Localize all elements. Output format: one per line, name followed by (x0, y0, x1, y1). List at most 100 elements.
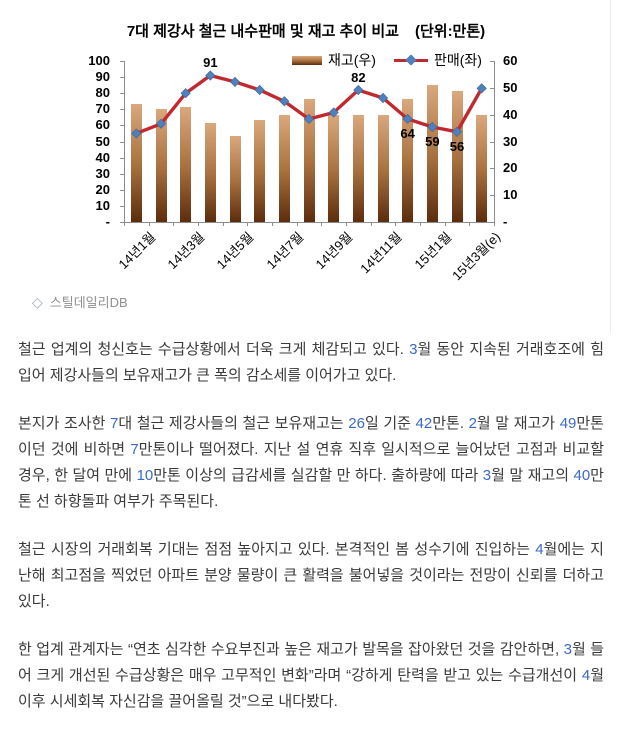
legend-item-inventory: 재고(우) (292, 50, 376, 70)
sales-point-marker (377, 92, 389, 104)
x-axis-category-label: 14년7월 (263, 229, 307, 272)
inventory-bar (352, 114, 364, 222)
highlighted-number: 3 (409, 341, 418, 358)
left-axis-tick-label: 40 (95, 149, 110, 165)
inventory-bar (451, 90, 463, 222)
highlighted-number: 4 (535, 541, 544, 558)
highlighted-number: 40 (573, 467, 591, 484)
left-axis-tick (120, 125, 124, 127)
sales-point-marker (131, 128, 142, 139)
x-axis-tick (173, 222, 175, 226)
left-axis-tick (120, 77, 124, 79)
inventory-bar (254, 120, 266, 222)
inventory-bar (180, 106, 192, 222)
left-axis-tick (120, 61, 124, 62)
left-axis-tick (120, 205, 124, 207)
right-axis-tick-label: 50 (503, 79, 518, 95)
chart-figure: 7대 제강사 철근 내수판매 및 재고 추이 비교 (단위:만톤) 재고(우) 판… (0, 0, 621, 333)
right-axis-tick-label: 10 (503, 187, 518, 203)
highlighted-number: 7 (130, 441, 139, 458)
sales-point-label: 82 (351, 69, 366, 85)
article-paragraph: 철근 시장의 거래회복 기대는 점점 높아지고 있다. 본격적인 봄 성수기에 … (18, 541, 604, 610)
sales-point-marker (155, 118, 167, 129)
right-axis-tick (490, 61, 494, 62)
highlighted-number: 26 (348, 415, 365, 432)
x-axis-tick (321, 222, 323, 226)
highlighted-number: 2 (468, 415, 477, 432)
highlighted-number: 42 (415, 415, 433, 432)
sales-point-marker (180, 88, 191, 99)
sales-point-marker (254, 84, 265, 96)
inventory-bar (476, 114, 488, 222)
left-axis-tick-label: 90 (95, 69, 110, 85)
sales-point-marker (451, 126, 463, 137)
left-axis-tick-label: 100 (88, 53, 110, 68)
article-paragraph: 철근 업계의 청신호는 수급상황에서 더욱 크게 체감되고 있다. 3월 동안 … (18, 341, 604, 384)
inventory-bar (328, 114, 340, 222)
article-body: 철근 업계의 청신호는 수급상황에서 더욱 크게 체감되고 있다. 3월 동안 … (18, 337, 604, 737)
bar-swatch-icon (292, 55, 322, 65)
x-axis-category-label: 14년3월 (164, 229, 208, 272)
x-axis-tick (272, 222, 273, 226)
right-axis-tick (490, 195, 494, 197)
highlighted-number: 4 (581, 667, 591, 684)
right-axis-tick (490, 87, 494, 89)
left-axis-tick (120, 109, 124, 111)
x-axis-line (124, 222, 495, 223)
x-axis-tick (346, 222, 347, 226)
inventory-bar (204, 122, 216, 222)
sales-point-label: 91 (203, 55, 218, 71)
content-right-border (610, 0, 611, 333)
x-axis-tick (198, 222, 199, 226)
sales-point-marker (229, 76, 241, 88)
left-axis-tick (120, 189, 124, 191)
chart-unit-label: (단위:만톤) (414, 23, 486, 40)
x-axis-tick (494, 222, 495, 226)
x-axis-tick (444, 222, 446, 226)
sales-point-label: 64 (400, 125, 415, 141)
left-axis-tick-label: 10 (95, 197, 110, 213)
x-axis-category-label: 14년11월 (357, 229, 405, 277)
sales-line-chart (131, 70, 487, 139)
inventory-bar (303, 98, 315, 222)
right-axis-tick (490, 114, 494, 116)
article-paragraph: 한 업계 관계자는 “연초 심각한 수요부진과 높은 재고가 발목을 잡아왔던 … (18, 641, 604, 710)
sales-point-marker (279, 96, 290, 107)
right-axis-tick-label: 40 (503, 106, 518, 122)
sales-point-marker (427, 121, 438, 133)
left-axis-tick (120, 141, 124, 143)
chart-legend: 재고(우) 판매(좌) (292, 50, 482, 70)
sales-point-label: 59 (425, 134, 440, 149)
left-axis-tick (120, 93, 124, 95)
sales-point-marker (402, 113, 413, 125)
inventory-bar (377, 114, 389, 222)
highlighted-number: 7 (109, 415, 119, 432)
source-caption-text: 스틸데일리DB (49, 295, 128, 310)
x-axis-category-label: 14년9월 (312, 229, 356, 272)
line-swatch-icon (393, 53, 428, 66)
x-axis-tick (370, 222, 372, 226)
left-axis-tick (120, 157, 124, 159)
inventory-bar (229, 136, 241, 222)
article-paragraph: 본지가 조사한 7대 철근 제강사들의 철근 보유재고는 26일 기준 42만톤… (18, 415, 604, 510)
x-axis-category-label: 15년3월(e) (449, 229, 504, 284)
left-axis-tick (120, 222, 124, 223)
x-axis-category-label: 14년1월 (115, 229, 159, 272)
x-axis-tick (247, 222, 249, 226)
left-axis-tick-label: - (105, 214, 110, 229)
sales-point-label: 56 (449, 138, 465, 154)
x-axis-category-label: 14년5월 (213, 229, 257, 272)
left-axis-tick-label: 60 (95, 117, 110, 133)
inventory-bar (402, 98, 414, 222)
left-axis-tick-label: 70 (95, 101, 110, 117)
inventory-bar (426, 85, 438, 222)
left-axis-tick-label: 50 (95, 133, 110, 149)
inventory-bar (130, 103, 142, 222)
highlighted-number: 3 (563, 641, 572, 658)
x-axis-tick (222, 222, 224, 226)
diamond-outline-icon: ◇ (32, 294, 43, 310)
source-caption: ◇ 스틸데일리DB (32, 292, 128, 311)
highlighted-number: 3 (482, 467, 492, 484)
sales-point-marker (205, 70, 216, 81)
sales-point-marker (303, 113, 315, 125)
